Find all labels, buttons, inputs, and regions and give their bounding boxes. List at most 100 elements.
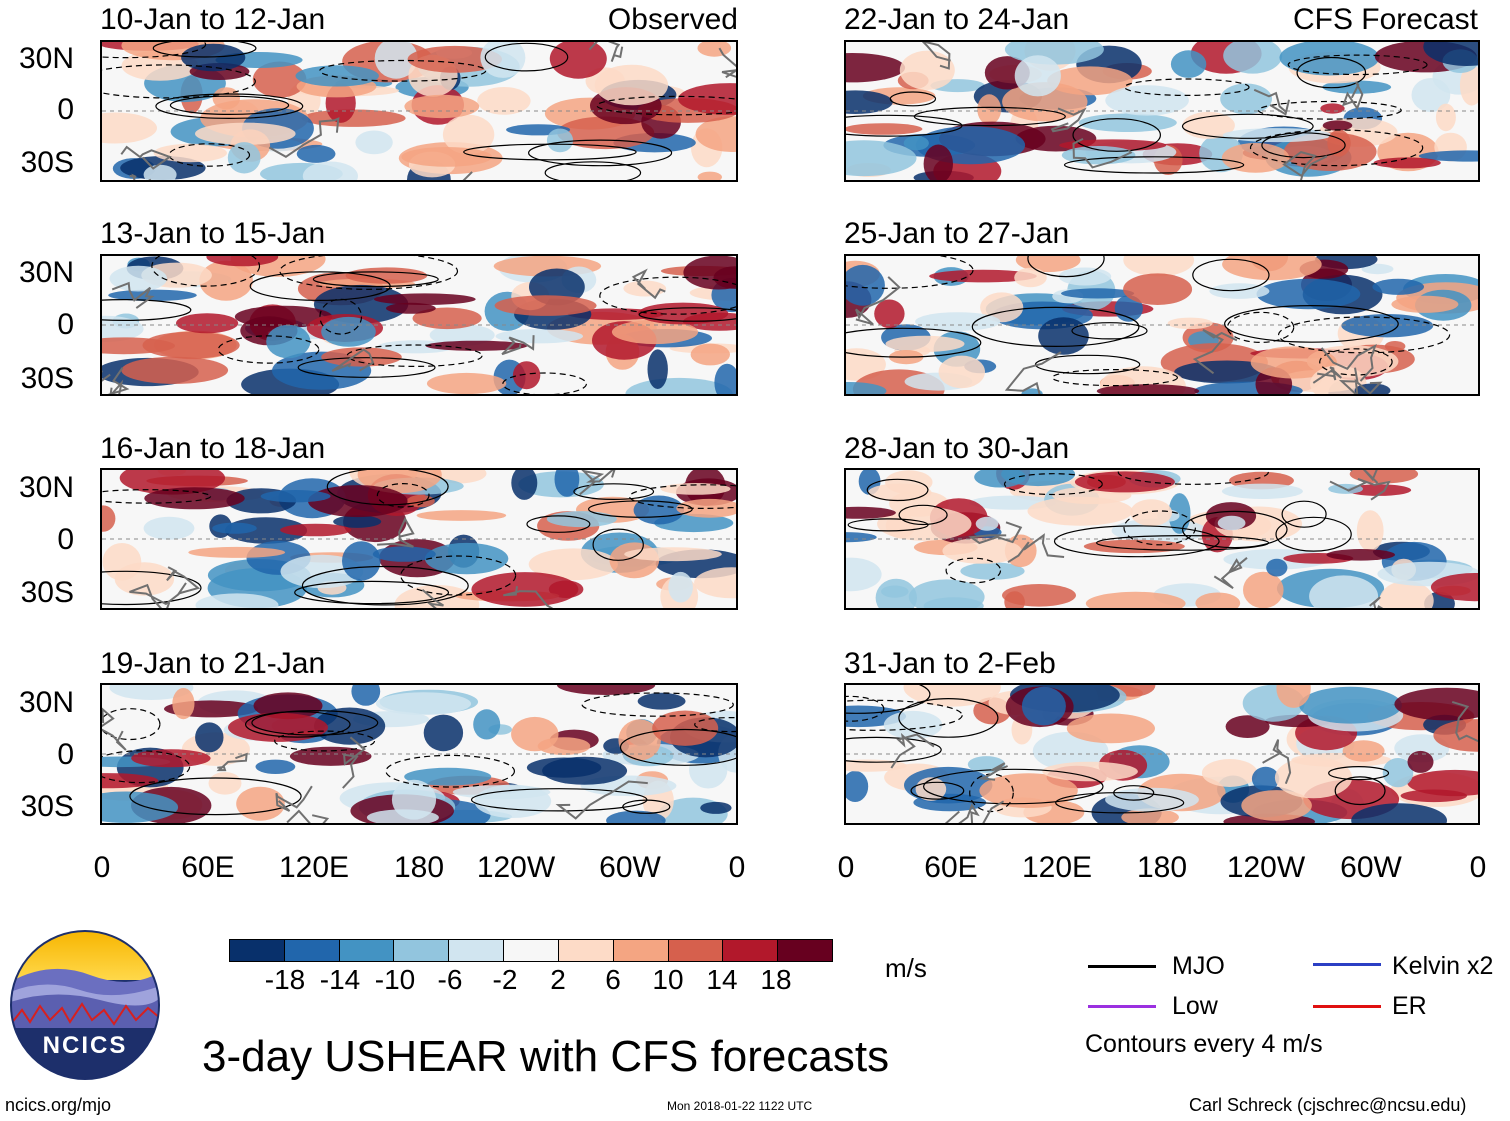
coastline: [503, 586, 554, 608]
shading-anomaly: [537, 737, 591, 755]
lon-label: 0: [728, 851, 746, 884]
shading-anomaly: [142, 331, 240, 359]
colorbar-tick: 14: [706, 964, 738, 995]
mjo-contour: [599, 276, 736, 315]
shading-anomaly: [289, 746, 372, 766]
map-field: [102, 42, 736, 180]
shading-anomaly: [942, 538, 1022, 564]
shading-anomaly: [1356, 510, 1384, 552]
coastline: [631, 268, 666, 300]
shading-anomaly: [181, 43, 246, 72]
coastline: [421, 589, 444, 608]
shading-anomaly: [1250, 346, 1337, 379]
shading-anomaly: [1170, 50, 1207, 78]
shading-anomaly: [1123, 273, 1193, 305]
lat-label: 0: [57, 738, 74, 771]
shading-anomaly: [313, 284, 409, 324]
legend-label-mjo: MJO: [1172, 952, 1225, 980]
shading-anomaly: [624, 547, 722, 562]
map-field: [102, 256, 736, 394]
mjo-contour: [102, 64, 256, 99]
mjo-contour: [169, 95, 290, 115]
shading-anomaly: [1083, 539, 1185, 554]
shading-anomaly: [1382, 758, 1414, 788]
mjo-contour: [1063, 156, 1245, 174]
mjo-contour: [1181, 510, 1288, 549]
shading-anomaly: [1276, 685, 1311, 708]
ncics-logo[interactable]: NCICS: [10, 930, 160, 1080]
shading-anomaly: [295, 65, 379, 87]
shading-anomaly: [1225, 715, 1270, 738]
shading-anomaly: [1195, 592, 1241, 608]
shading-anomaly: [260, 490, 331, 503]
panel-title: 13-Jan to 15-Jan: [100, 217, 326, 250]
panel-title: 10-Jan to 12-Jan: [100, 3, 326, 36]
footer-url[interactable]: ncics.org/mjo: [5, 1095, 112, 1115]
mjo-contour: [279, 256, 459, 290]
shading-anomaly: [1014, 267, 1047, 288]
coastline: [978, 762, 1008, 781]
shading-anomaly: [406, 494, 435, 508]
shading-anomaly: [846, 382, 887, 394]
shading-anomaly: [1096, 384, 1200, 394]
colorbar-tick: -6: [437, 964, 463, 995]
shading-anomaly: [1423, 42, 1478, 66]
coastline: [1004, 351, 1062, 394]
shading-anomaly: [423, 714, 464, 752]
shading-anomaly: [690, 343, 730, 366]
shading-anomaly: [1209, 283, 1270, 299]
shading-anomaly: [915, 312, 1001, 331]
coastline: [331, 348, 375, 372]
shading-anomaly: [1400, 789, 1467, 803]
shading-anomaly: [228, 712, 328, 742]
mjo-contour: [152, 42, 257, 58]
shading-anomaly: [1241, 790, 1312, 821]
map-field: [846, 470, 1478, 608]
mjo-contour: [528, 139, 673, 167]
shading-anomaly: [1274, 756, 1353, 799]
shading-anomaly: [697, 171, 722, 180]
coastline: [555, 780, 648, 820]
mjo-contour: [573, 483, 655, 501]
panel-title: 31-Jan to 2-Feb: [844, 647, 1056, 680]
shading-anomaly: [321, 347, 402, 367]
shading-anomaly: [195, 122, 296, 145]
shading-anomaly: [1326, 549, 1395, 561]
coastline: [1338, 367, 1383, 394]
lat-label: 30S: [20, 576, 74, 609]
shading-anomaly: [480, 42, 526, 78]
shading-anomaly: [176, 313, 239, 334]
mjo-contour: [102, 299, 192, 321]
mjo-contour: [484, 42, 569, 72]
map-field: [846, 256, 1478, 394]
shading-anomaly: [1310, 365, 1367, 394]
shading-anomaly: [474, 784, 552, 818]
shading-anomaly: [1105, 787, 1199, 812]
shear-map: [100, 468, 738, 610]
shading-anomaly: [266, 324, 311, 359]
colorbar-swatch: [668, 940, 724, 961]
legend-label-low: Low: [1172, 992, 1218, 1020]
colorbar-swatch: [230, 940, 285, 961]
shading-anomaly: [109, 685, 194, 700]
shading-anomaly: [296, 144, 336, 163]
shading-anomaly: [208, 772, 242, 795]
shear-map: [100, 254, 738, 396]
shading-anomaly: [678, 83, 736, 115]
shading-anomaly: [1167, 317, 1213, 329]
shading-anomaly: [1047, 66, 1133, 96]
coastline: [111, 281, 155, 309]
shading-anomaly: [714, 363, 736, 394]
shading-anomaly: [874, 299, 905, 329]
lon-label: 0: [93, 851, 111, 884]
shading-anomaly: [929, 269, 1037, 283]
colorbar-tick: -14: [319, 964, 361, 995]
shading-anomaly: [114, 562, 175, 596]
shading-anomaly: [302, 161, 358, 180]
shear-map: [100, 40, 738, 182]
mjo-contour: [846, 736, 942, 763]
shading-anomaly: [477, 87, 531, 115]
coastline: [129, 173, 152, 180]
shading-anomaly: [637, 692, 686, 710]
coastline: [1451, 700, 1478, 743]
